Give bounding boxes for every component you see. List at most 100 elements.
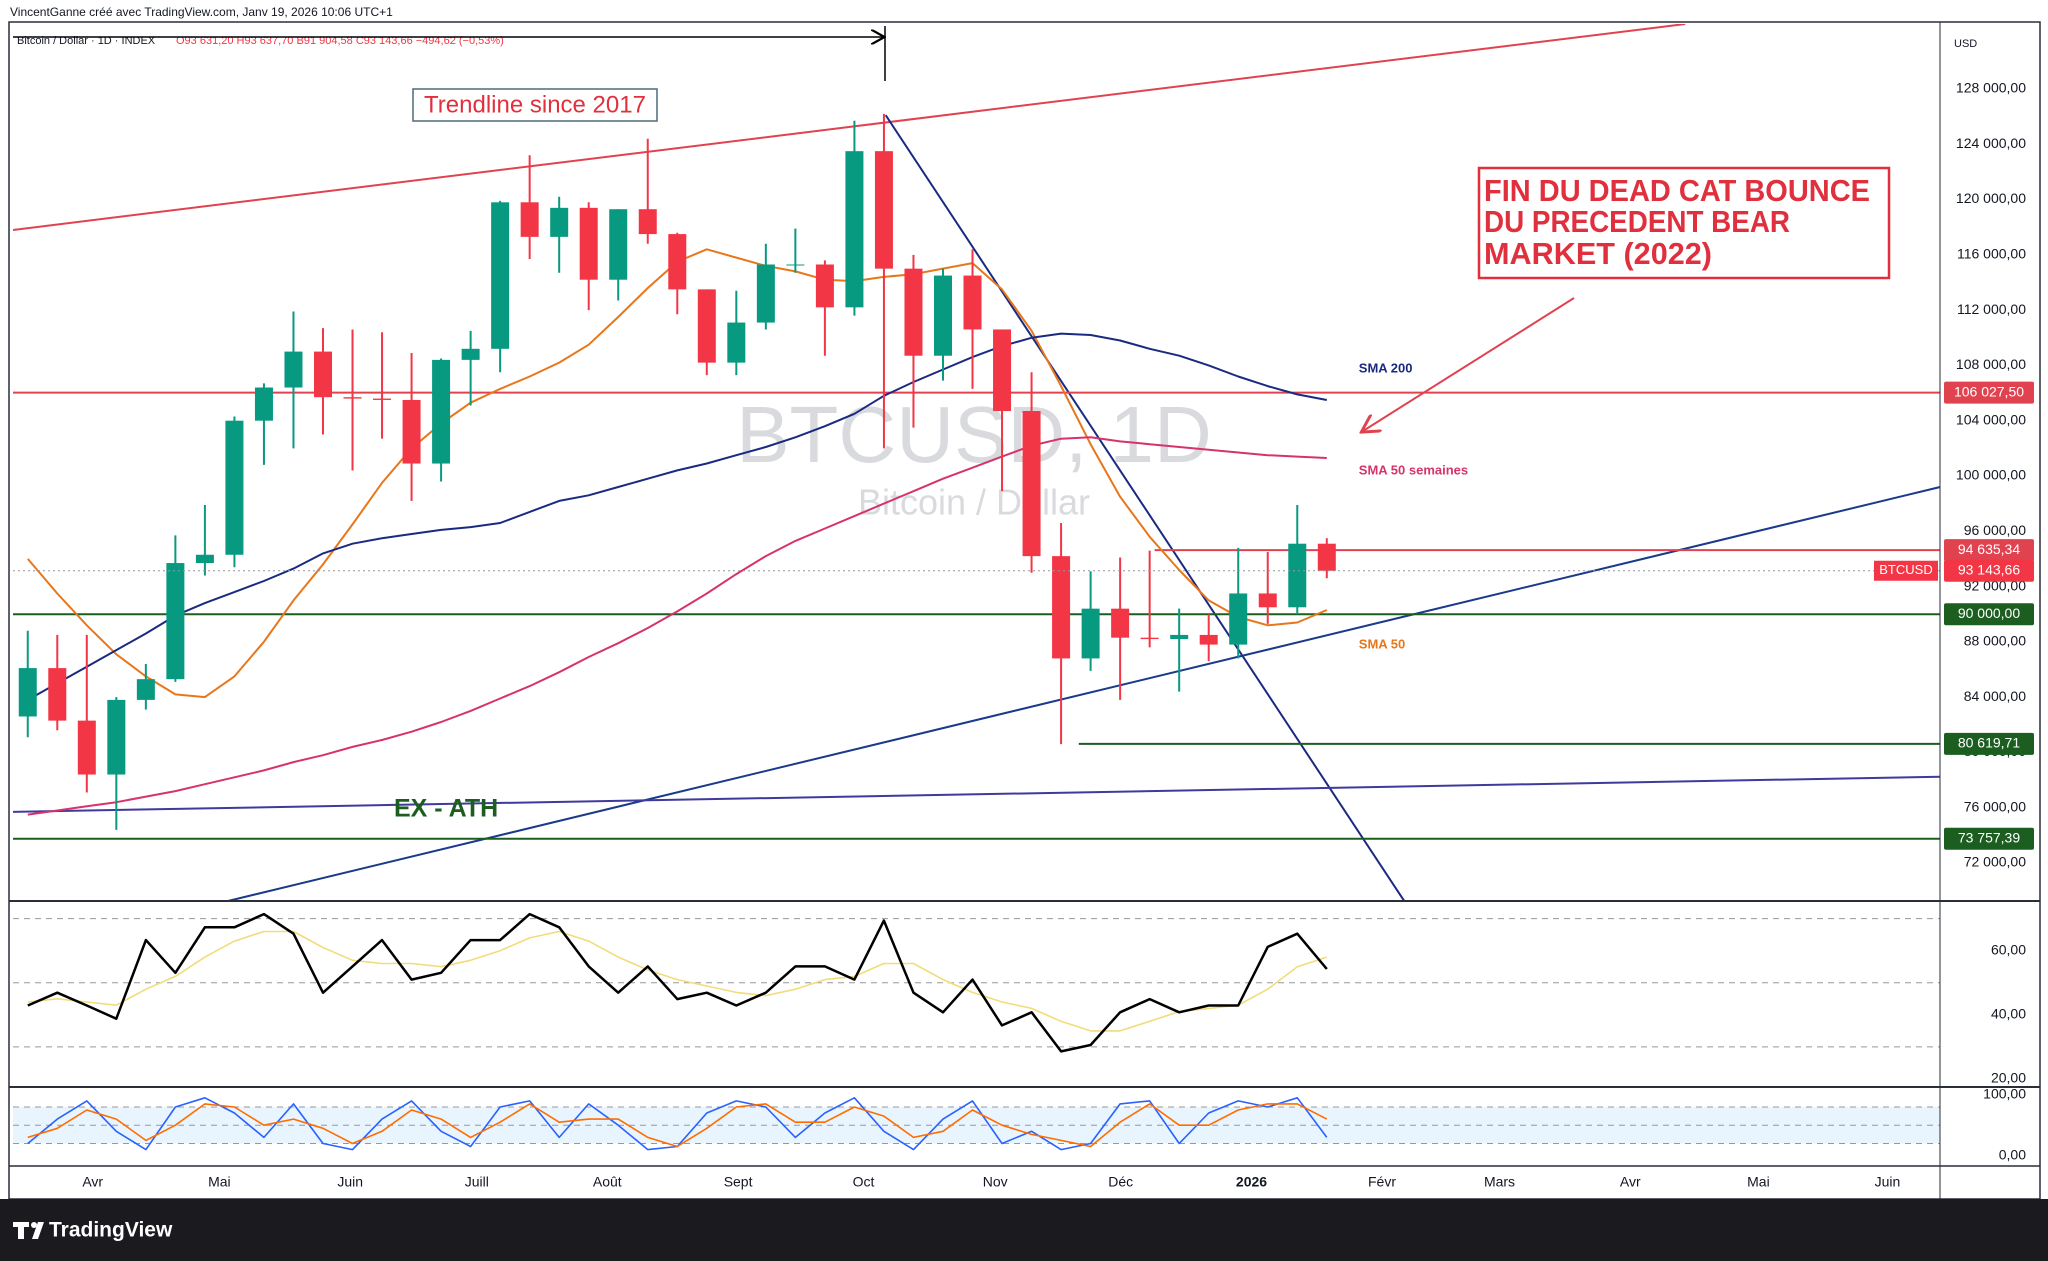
logo-mark [31, 1222, 37, 1228]
annotation-arrow [1363, 297, 1575, 431]
candle-body [1081, 608, 1100, 659]
x-tick-label: 2026 [1236, 1174, 1267, 1190]
trendline [13, 775, 1940, 813]
series-label: SMA 50 semaines [1359, 462, 1468, 477]
candle-body [579, 207, 598, 280]
candle-body [550, 207, 569, 237]
y-tick-label: 104 000,00 [1956, 411, 2026, 427]
annotation: EX - ATH [394, 795, 498, 823]
watermark-symbol: BTCUSD, 1D [736, 390, 1212, 479]
candle-body [313, 351, 332, 398]
level-label: 94 635,34 [1958, 541, 2020, 557]
annotation: Trendline since 2017 [424, 91, 646, 118]
brand-logo [13, 1222, 44, 1239]
logo-mark [13, 1222, 29, 1239]
series-label: SMA 200 [1359, 360, 1413, 375]
moving-average [27, 436, 1327, 816]
y-tick-label: 100,00 [1983, 1085, 2026, 1101]
candle-body [254, 387, 273, 421]
x-tick-label: Avr [1620, 1174, 1641, 1190]
x-tick-label: Juin [337, 1174, 363, 1190]
candle-body [343, 397, 362, 399]
candle-body [491, 202, 510, 349]
level-label: 106 027,50 [1954, 383, 2024, 399]
annotation-line: MARKET (2022) [1484, 236, 1712, 271]
x-tick-label: Juin [1875, 1174, 1901, 1190]
candle-body [933, 275, 952, 356]
x-tick-label: Mai [208, 1174, 231, 1190]
rsi-pane [13, 912, 1940, 1053]
candle-body [1317, 543, 1336, 571]
candle-body [461, 348, 480, 360]
candle-body [845, 151, 864, 308]
legend-symbol: Bitcoin / Dollar · 1D · INDEX [17, 35, 156, 47]
level-label-box [1944, 732, 2034, 755]
moving-average [27, 332, 1327, 701]
stoch-pane [13, 1097, 1940, 1151]
y-tick-label: 72 000,00 [1964, 854, 2026, 870]
y-tick-label: 40,00 [1991, 1006, 2026, 1022]
x-tick-label: Mai [1747, 1174, 1770, 1190]
candle-body [48, 668, 67, 721]
logo-mark [32, 1222, 44, 1239]
candle-body [432, 359, 451, 464]
y-tick-label: 96 000,00 [1964, 522, 2026, 538]
last-price-name: BTCUSD [1879, 562, 1932, 577]
candle-body [1022, 411, 1041, 557]
price-axis: 128 000,00 124 000,00 120 000,00 116 000,00… [1944, 80, 2034, 1162]
candle-body [373, 398, 392, 400]
annotation-line: FIN DU DEAD CAT BOUNCE [1484, 173, 1870, 208]
candle-body [284, 351, 303, 388]
oscillator-line [27, 912, 1328, 1053]
y-tick-label: 0,00 [1999, 1146, 2026, 1162]
candle-body [402, 399, 421, 464]
x-tick-label: Sept [724, 1174, 753, 1190]
x-tick-label: Nov [983, 1174, 1008, 1190]
level-label-box [1944, 381, 2034, 404]
watermark-name: Bitcoin / Dollar [858, 482, 1090, 523]
oscillator-line [27, 930, 1328, 1032]
candle-body [1170, 634, 1189, 640]
x-tick-label: Mars [1484, 1174, 1515, 1190]
x-tick-label: Juill [465, 1174, 489, 1190]
last-price-name-box [1874, 560, 1938, 581]
candle-body [638, 209, 657, 235]
y-tick-label: 124 000,00 [1956, 135, 2026, 151]
x-tick-label: Août [593, 1174, 622, 1190]
x-tick-label: Oct [853, 1174, 875, 1190]
y-tick-label: 76 000,00 [1964, 798, 2026, 814]
oscillator-line [27, 1103, 1328, 1148]
last-price-box [1944, 559, 2034, 582]
candle-body [815, 264, 834, 308]
candle-body [136, 679, 155, 700]
candle-body [1288, 543, 1307, 608]
candle-body [1258, 593, 1277, 608]
x-tick-label: Avr [82, 1174, 103, 1190]
level-label: 90 000,00 [1958, 605, 2020, 621]
y-tick-label: 120 000,00 [1956, 190, 2026, 206]
candle-body [1199, 634, 1218, 645]
level-label-box [1944, 827, 2034, 850]
annotation-line: DU PRECEDENT BEAR [1484, 204, 1790, 239]
y-tick-label: 20,00 [1991, 1070, 2026, 1086]
candle-body [1140, 637, 1159, 640]
candle-body [756, 264, 775, 323]
y-tick-label: 84 000,00 [1964, 688, 2026, 704]
y-tick-label: 116 000,00 [1957, 246, 2026, 262]
candle-body [77, 720, 96, 775]
trendline [228, 486, 1940, 901]
series-label: SMA 50 [1359, 636, 1405, 651]
y-tick-label: 112 000,00 [1957, 301, 2026, 317]
y-tick-label: 108 000,00 [1956, 356, 2026, 372]
candle-body [520, 202, 539, 237]
annotation-box [412, 88, 658, 122]
candle-body [963, 275, 982, 330]
candle-body [609, 209, 628, 280]
candle-body [904, 268, 923, 356]
y-tick-label: 100 000,00 [1956, 467, 2026, 483]
trendline [884, 114, 1405, 901]
legend-ohlc: O93 631,20 H93 637,70 B91 904,58 C93 143… [176, 35, 504, 47]
candle-body [225, 420, 244, 555]
